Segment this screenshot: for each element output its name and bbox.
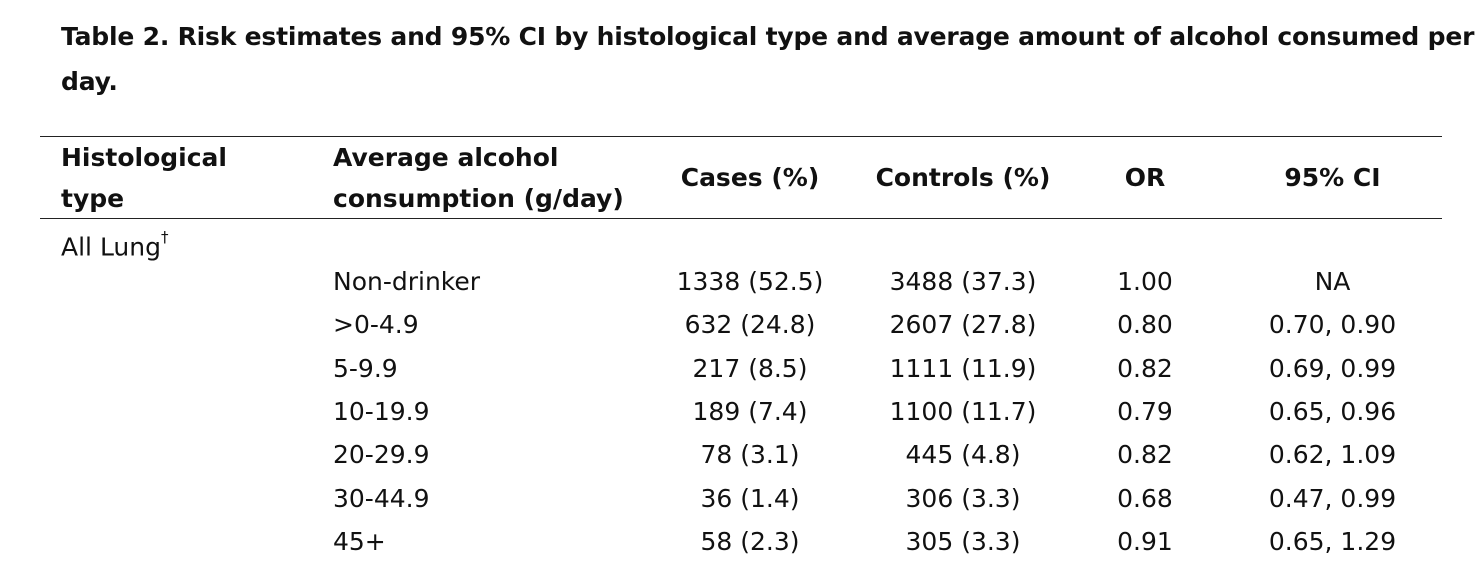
footnote-mark: †: [161, 228, 169, 246]
group-label-text: All Lung: [61, 232, 161, 262]
cell-consumption: 10-19.9: [333, 397, 430, 426]
cell-ci: 0.47, 0.99: [1268, 484, 1397, 513]
cell-cases: 58 (2.3): [700, 527, 800, 556]
header-ci: 95% CI: [1284, 163, 1381, 192]
cell-controls: 1111 (11.9): [889, 354, 1037, 383]
cell-cases: 36 (1.4): [700, 484, 800, 513]
header-or: OR: [1124, 163, 1166, 192]
cell-or: 0.82: [1117, 354, 1173, 383]
cell-cases: 217 (8.5): [692, 354, 808, 383]
cell-or: 0.80: [1117, 310, 1173, 339]
cell-controls: 3488 (37.3): [889, 267, 1037, 296]
header-controls: Controls (%): [875, 163, 1051, 192]
cell-controls: 445 (4.8): [905, 440, 1021, 469]
cell-cases: 78 (3.1): [700, 440, 800, 469]
cell-ci: 0.69, 0.99: [1268, 354, 1397, 383]
caption-line-1: Table 2. Risk estimates and 95% CI by hi…: [61, 22, 1475, 51]
caption-line-2: day.: [61, 67, 118, 96]
cell-consumption: >0-4.9: [333, 310, 419, 339]
cell-consumption: 20-29.9: [333, 440, 430, 469]
table-caption: Table 2. Risk estimates and 95% CI by hi…: [61, 14, 1475, 104]
header-histological-type-line-2: type: [61, 184, 125, 213]
table-header-rule: [40, 218, 1442, 219]
cell-consumption: 30-44.9: [333, 484, 430, 513]
cell-controls: 1100 (11.7): [889, 397, 1037, 426]
cell-cases: 189 (7.4): [692, 397, 808, 426]
cell-consumption: 5-9.9: [333, 354, 398, 383]
header-average-alcohol-line-1: Average alcohol: [333, 143, 559, 172]
cell-controls: 305 (3.3): [905, 527, 1021, 556]
group-label-all-lung: All Lung†: [61, 226, 169, 262]
cell-ci: 0.70, 0.90: [1268, 310, 1397, 339]
cell-ci: NA: [1314, 267, 1351, 296]
cell-or: 0.68: [1117, 484, 1173, 513]
header-cases: Cases (%): [680, 163, 820, 192]
cell-consumption: Non-drinker: [333, 267, 481, 296]
table-top-rule: [40, 136, 1442, 137]
cell-cases: 1338 (52.5): [676, 267, 824, 296]
cell-or: 0.79: [1117, 397, 1173, 426]
cell-controls: 2607 (27.8): [889, 310, 1037, 339]
cell-or: 1.00: [1117, 267, 1173, 296]
header-average-alcohol-line-2: consumption (g/day): [333, 184, 624, 213]
cell-ci: 0.65, 0.96: [1268, 397, 1397, 426]
cell-consumption: 45+: [333, 527, 386, 556]
cell-or: 0.82: [1117, 440, 1173, 469]
cell-cases: 632 (24.8): [684, 310, 816, 339]
header-histological-type-line-1: Histological: [61, 143, 227, 172]
cell-ci: 0.65, 1.29: [1268, 527, 1397, 556]
cell-or: 0.91: [1117, 527, 1173, 556]
cell-ci: 0.62, 1.09: [1268, 440, 1397, 469]
cell-controls: 306 (3.3): [905, 484, 1021, 513]
